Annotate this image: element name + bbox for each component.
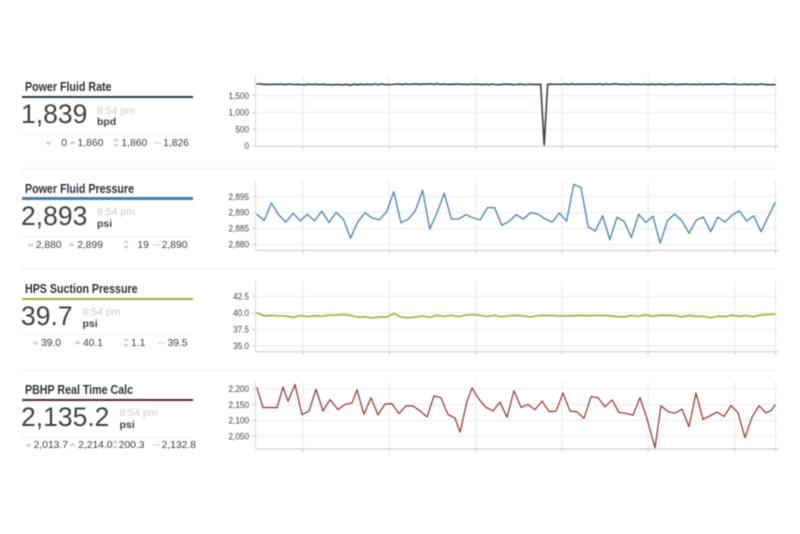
svg-text:1,500: 1,500 [229,91,250,101]
svg-text:1,000: 1,000 [229,108,250,118]
svg-text:2,895: 2,895 [229,192,250,202]
svg-text:2,050: 2,050 [229,432,250,442]
svg-text:2,100: 2,100 [229,416,250,426]
svg-text:2,150: 2,150 [229,400,250,410]
svg-text:2,890: 2,890 [229,208,250,218]
svg-text:0: 0 [245,141,250,151]
svg-text:37.5: 37.5 [233,325,249,335]
svg-text:35.0: 35.0 [233,341,249,351]
svg-text:40.0: 40.0 [233,308,249,318]
svg-text:42.5: 42.5 [233,292,249,302]
svg-text:2,885: 2,885 [229,224,250,234]
svg-text:2,200: 2,200 [229,384,250,394]
svg-text:2,880: 2,880 [229,240,250,250]
svg-text:500: 500 [235,125,249,135]
